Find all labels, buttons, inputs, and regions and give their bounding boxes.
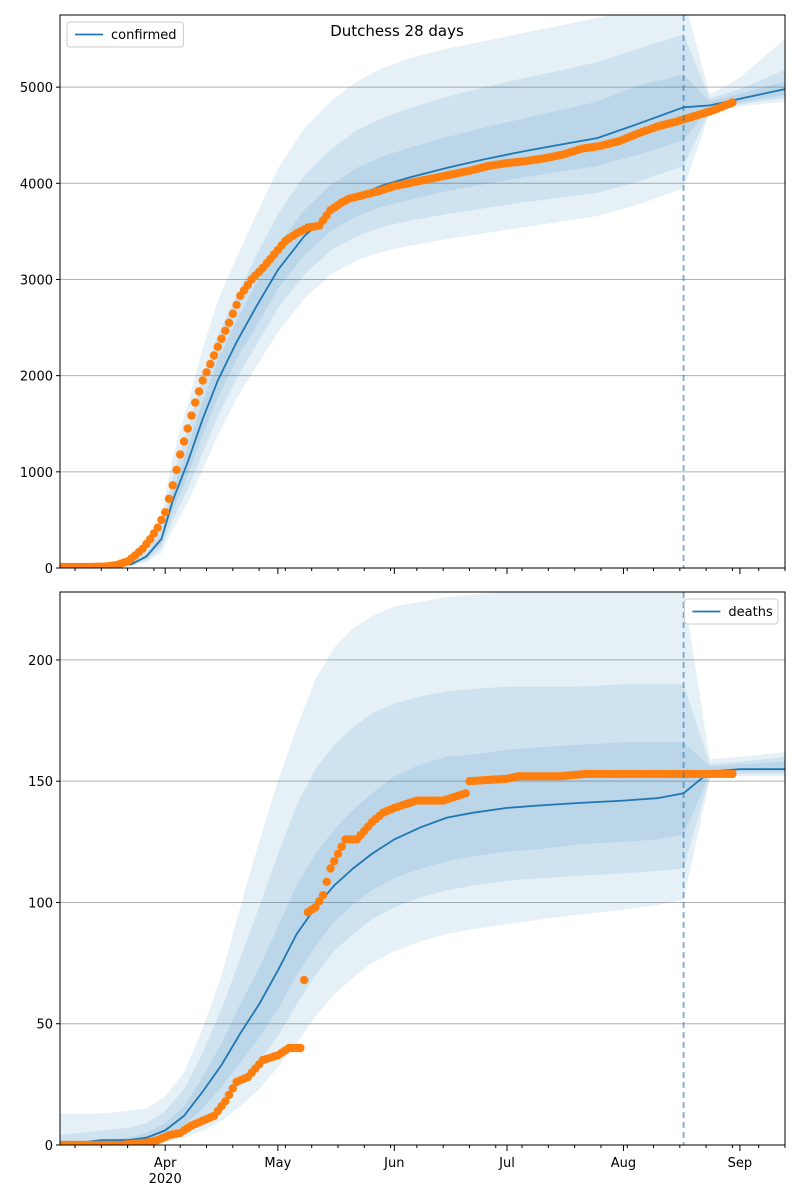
uncertainty-band-50-forecast [683,742,785,835]
observed-point [728,98,737,107]
x-tick-label: Apr [154,1156,177,1171]
observed-point [209,351,219,360]
y-tick-label: 5000 [20,81,53,96]
legend-box [683,598,779,625]
uncertainty-band-95-fit [60,592,684,1145]
observed-point [315,897,324,906]
observed-point [300,975,309,985]
observed-point [221,1097,230,1106]
observed-point [187,411,196,420]
x-tick-label: Jul [498,1156,515,1171]
observed-point [322,877,331,886]
observed-point [228,309,237,318]
observed-point [161,508,170,517]
plot-area [60,15,785,568]
observed-point [224,318,234,327]
observed-point [198,376,207,385]
figure-title: Dutchess 28 days [330,22,464,40]
observed-point [179,437,189,446]
observed-point [318,891,328,900]
legend-box [66,21,184,48]
observed-point [224,1090,234,1100]
observed-point [221,326,230,335]
observed-point [330,857,339,866]
uncertainty-band-50-fit [60,742,684,1145]
observed-point [232,300,241,309]
observed-point [153,523,162,532]
uncertainty-band-50-forecast [683,74,785,140]
plot-area [60,592,785,1145]
x-tick-label: Sep [728,1156,753,1171]
observed-point [311,903,320,912]
deaths-chart-panel: 0 50 100 150 200 Apr May Jun Jul Aug Sep 2020 deaths [28,591,786,1187]
axes-frame [59,14,786,569]
y-tick-label: 0 [45,562,53,577]
observed-point [337,842,346,851]
observed-point [333,849,343,859]
uncertainty-band-80-fit [60,34,684,567]
observed-point [191,398,200,407]
y-tick-label: 200 [28,654,53,669]
observed-point [176,450,185,459]
x-tick-label: May [264,1156,291,1171]
observed-point [461,789,470,798]
observed-point [228,1084,237,1093]
y-tick-label: 100 [28,896,53,911]
legend-label: confirmed [111,28,177,43]
observed-point [164,494,174,503]
y-tick-label: 4000 [20,177,53,192]
observed-point [194,387,204,396]
observed-point [206,359,215,369]
x-tick-label: Aug [611,1156,636,1171]
uncertainty-band-80-fit [60,684,684,1145]
y-tick-label: 1000 [20,466,53,481]
observed-point [157,515,166,525]
x-year-label: 2020 [149,1172,182,1187]
uncertainty-band-95-fit [60,15,684,567]
y-tick-label: 50 [36,1018,53,1033]
uncertainty-band-95-forecast [683,592,785,900]
observed-point [213,342,222,351]
observed-point [172,465,181,475]
observed-point [183,424,192,433]
observed-point [728,769,737,779]
confirmed-chart-panel: 0 1000 2000 3000 4000 5000 confirmed [20,14,786,577]
axes-frame [59,591,786,1146]
observed-point [217,334,226,343]
x-tick-label: Jun [383,1156,404,1171]
y-tick-label: 3000 [20,273,53,288]
y-tick-label: 150 [28,775,53,790]
y-tick-label: 0 [45,1139,53,1154]
legend: confirmed [66,21,184,48]
y-tick-label: 2000 [20,370,53,385]
observed-point [326,864,335,873]
observed-point [202,368,211,377]
legend: deaths [683,598,779,625]
model-median-line [60,768,785,1145]
legend-label: deaths [728,605,773,620]
uncertainty-band-50-fit [60,74,684,567]
observed-point [168,481,177,490]
observed-point [296,1043,305,1053]
